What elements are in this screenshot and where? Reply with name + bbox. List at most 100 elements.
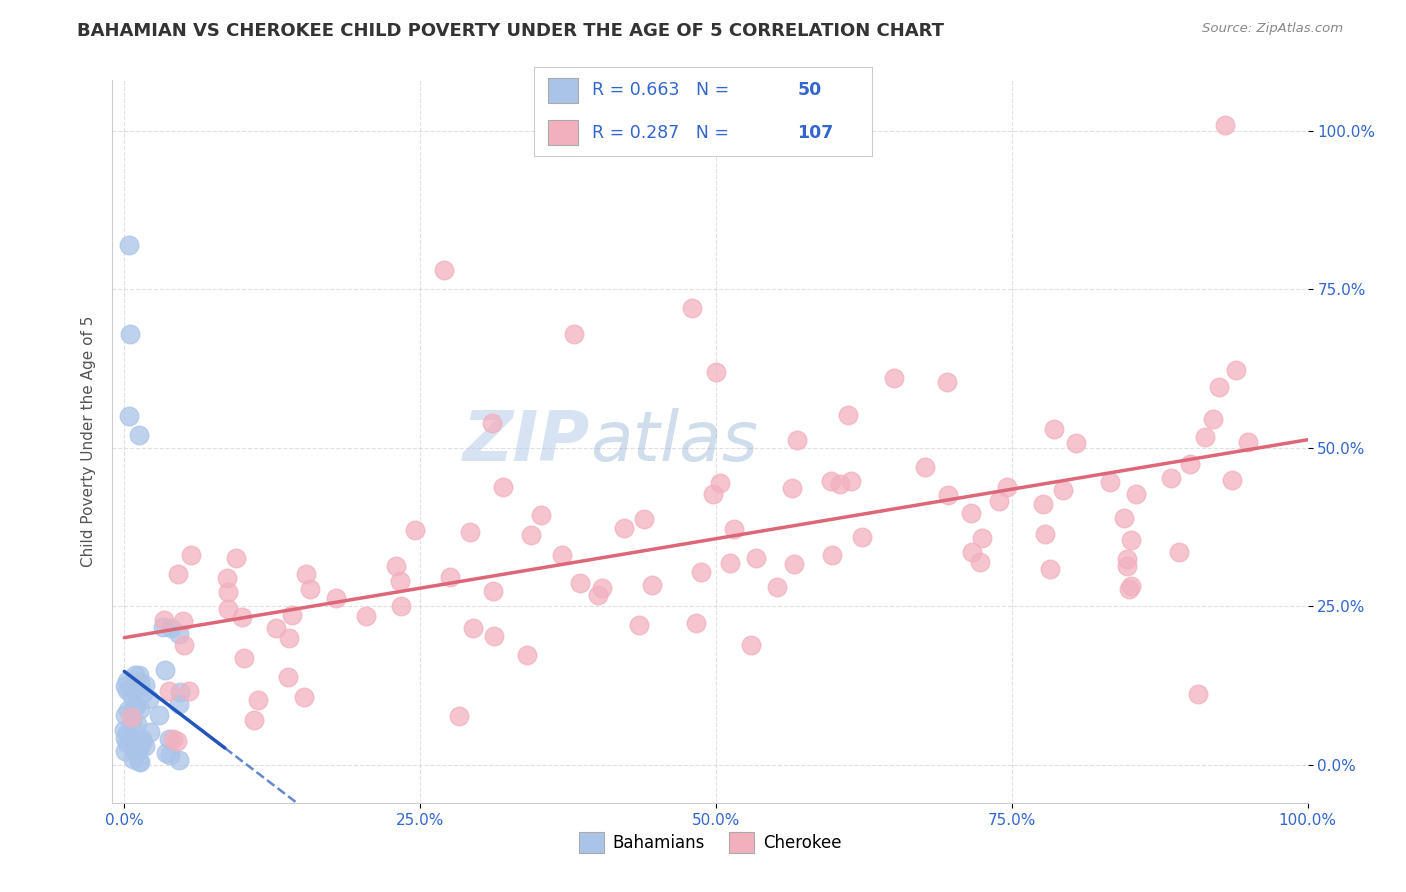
Point (1119, 533, 1142, 547)
Point (131, 735, 153, 749)
Point (492, 480, 515, 494)
Point (449, 708, 471, 723)
Point (217, 584, 239, 599)
Point (702, 487, 724, 501)
Point (128, 668, 150, 682)
Point (120, 710, 142, 724)
Point (388, 574, 411, 588)
Text: R = 0.663   N =: R = 0.663 N = (592, 81, 734, 99)
Point (786, 433, 808, 447)
Point (568, 576, 591, 591)
Legend: Bahamians, Cherokee: Bahamians, Cherokee (572, 826, 848, 860)
Point (627, 617, 650, 632)
Point (278, 632, 301, 646)
Point (128, 755, 150, 769)
Point (114, 707, 136, 722)
Point (1125, 486, 1147, 500)
Point (1160, 470, 1182, 484)
Point (1043, 422, 1066, 436)
Point (125, 717, 148, 731)
Point (169, 685, 191, 699)
Point (837, 408, 859, 422)
Point (960, 507, 983, 521)
Point (298, 582, 321, 596)
Point (172, 614, 194, 628)
Point (125, 681, 148, 695)
Point (114, 723, 136, 738)
Text: Source: ZipAtlas.com: Source: ZipAtlas.com (1202, 22, 1343, 36)
Point (121, 752, 143, 766)
Point (148, 707, 170, 722)
Point (433, 263, 456, 277)
Point (1052, 483, 1074, 498)
Point (114, 743, 136, 757)
Point (122, 700, 145, 714)
Point (439, 570, 461, 584)
Point (128, 675, 150, 690)
Point (389, 599, 412, 613)
Point (232, 651, 254, 665)
Point (153, 613, 176, 627)
Point (128, 741, 150, 756)
Point (169, 697, 191, 711)
Point (157, 684, 180, 698)
Point (1118, 582, 1140, 596)
Point (159, 732, 181, 747)
Point (591, 581, 613, 595)
Point (530, 508, 553, 522)
Point (118, 409, 141, 424)
Point (995, 481, 1018, 495)
Point (124, 668, 146, 682)
Point (122, 681, 145, 696)
Point (1213, 118, 1236, 132)
Point (851, 530, 873, 544)
Point (718, 556, 741, 570)
Point (481, 417, 503, 431)
Point (704, 365, 727, 379)
Point (516, 648, 538, 663)
Point (277, 670, 299, 684)
Point (1066, 436, 1088, 450)
Point (131, 731, 153, 746)
FancyBboxPatch shape (548, 120, 578, 145)
Point (821, 548, 844, 562)
Point (404, 524, 426, 538)
Point (354, 609, 377, 624)
Point (121, 714, 143, 729)
Point (129, 701, 152, 715)
Point (960, 545, 983, 559)
Point (740, 638, 762, 652)
Point (292, 690, 315, 705)
Point (122, 742, 145, 756)
Point (129, 739, 152, 753)
Point (385, 559, 408, 574)
Point (125, 745, 148, 759)
Point (114, 731, 136, 745)
Point (1038, 562, 1060, 576)
Text: 107: 107 (797, 124, 834, 142)
Point (264, 621, 287, 635)
Point (1220, 473, 1243, 487)
Point (914, 460, 936, 475)
Point (1167, 545, 1189, 559)
Point (1225, 363, 1247, 377)
Point (690, 566, 713, 580)
Point (246, 693, 269, 707)
Point (783, 558, 806, 572)
Point (633, 512, 655, 526)
Point (969, 555, 991, 569)
Point (936, 487, 959, 501)
Point (458, 525, 481, 540)
Point (1236, 434, 1258, 449)
Point (883, 371, 905, 385)
Point (1202, 411, 1225, 425)
Point (519, 528, 541, 542)
Point (138, 691, 160, 706)
FancyBboxPatch shape (548, 78, 578, 103)
Point (935, 375, 957, 389)
Point (709, 476, 731, 491)
Point (128, 428, 150, 442)
Point (120, 326, 142, 341)
Point (115, 736, 138, 750)
Point (685, 615, 707, 630)
